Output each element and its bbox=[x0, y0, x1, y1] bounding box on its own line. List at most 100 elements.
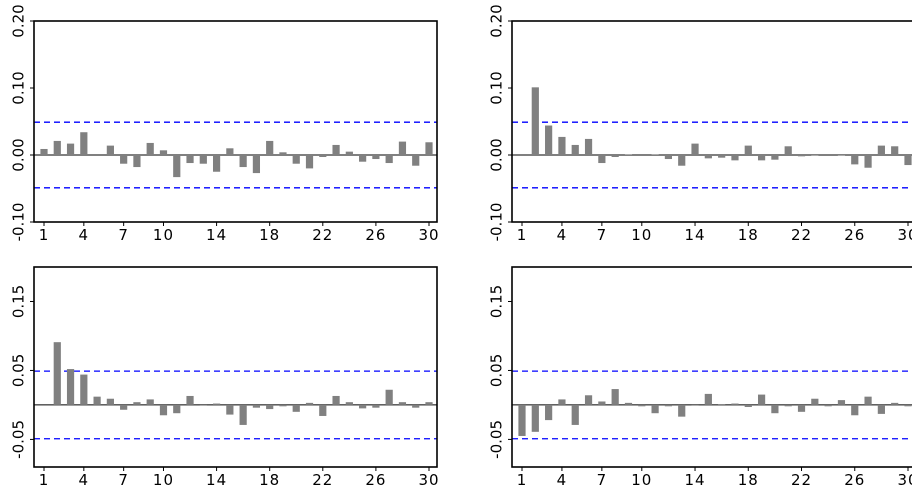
acf-bar-lag-10 bbox=[638, 404, 646, 407]
acf-bar-lag-14 bbox=[212, 155, 221, 172]
plot-frame bbox=[511, 20, 912, 223]
acf-bar-lag-27 bbox=[385, 389, 393, 405]
y-tick-label: 0.00 bbox=[10, 138, 28, 171]
x-tick-label: 1 bbox=[517, 471, 528, 489]
acf-bar-lag-1 bbox=[518, 404, 526, 436]
acf-bar-lag-25 bbox=[359, 404, 367, 409]
acf-bar-lag-23 bbox=[332, 395, 340, 405]
acf-bar-lag-19 bbox=[757, 394, 766, 405]
x-tick-label: 4 bbox=[79, 226, 90, 244]
acf-bar-lag-12 bbox=[664, 155, 673, 160]
acf-bar-lag-2 bbox=[53, 140, 61, 155]
acf-bar-lag-24 bbox=[824, 404, 832, 407]
acf-bar-lag-30 bbox=[425, 402, 433, 405]
y-tick-label: 0.15 bbox=[488, 285, 506, 318]
acf-bar-lag-27 bbox=[385, 155, 393, 164]
acf-bar-lag-1 bbox=[40, 148, 48, 155]
acf-bar-lag-16 bbox=[239, 155, 247, 168]
acf-chart-bottom-left: -0.050.050.151 4 7 10 14 18 22 26 30 bbox=[10, 266, 439, 489]
acf-bar-lag-4 bbox=[80, 132, 88, 155]
acf-bar-lag-25 bbox=[837, 155, 846, 156]
acf-bar-lag-12 bbox=[664, 404, 673, 407]
acf-bar-lag-3 bbox=[545, 404, 553, 421]
acf-bar-lag-13 bbox=[199, 155, 207, 164]
acf-bar-lag-24 bbox=[345, 402, 353, 405]
acf-bar-lag-22 bbox=[319, 155, 327, 158]
acf-bar-lag-11 bbox=[651, 154, 659, 155]
x-tick-label: 18 bbox=[259, 226, 280, 244]
x-tick-label: 22 bbox=[312, 471, 333, 489]
acf-bar-lag-8 bbox=[611, 155, 619, 158]
x-tick-label: 22 bbox=[312, 226, 333, 244]
acf-bar-lag-29 bbox=[891, 146, 899, 155]
x-tick-label: 1 bbox=[517, 226, 528, 244]
y-tick-label: 0.20 bbox=[488, 4, 506, 37]
x-tick-label: 10 bbox=[631, 226, 652, 244]
acf-bar-lag-25 bbox=[359, 155, 367, 162]
acf-bar-lag-12 bbox=[186, 155, 194, 164]
acf-bar-lag-18 bbox=[744, 145, 752, 155]
x-tick-label: 7 bbox=[597, 226, 608, 244]
acf-bar-lag-23 bbox=[811, 398, 819, 405]
acf-bar-lag-16 bbox=[718, 404, 726, 405]
acf-bar-lag-9 bbox=[146, 142, 154, 155]
acf-bar-lag-7 bbox=[598, 155, 606, 164]
acf-bar-lag-29 bbox=[891, 402, 899, 405]
acf-bar-lag-17 bbox=[252, 404, 261, 408]
y-tick-label: -0.05 bbox=[488, 420, 506, 459]
x-tick-label: 26 bbox=[365, 226, 386, 244]
x-tick-label: 26 bbox=[365, 471, 386, 489]
acf-bar-lag-17 bbox=[731, 155, 739, 161]
acf-bar-lag-7 bbox=[598, 401, 606, 405]
acf-bar-lag-6 bbox=[584, 395, 593, 405]
x-tick-label: 1 bbox=[39, 471, 50, 489]
acf-bar-lag-23 bbox=[811, 155, 819, 156]
acf-bar-lag-17 bbox=[731, 403, 739, 405]
acf-bar-lag-25 bbox=[837, 400, 846, 405]
acf-bar-lag-5 bbox=[571, 404, 579, 425]
acf-bar-lag-22 bbox=[797, 404, 806, 412]
acf-bar-lag-21 bbox=[305, 155, 314, 169]
x-tick-label: 18 bbox=[738, 471, 759, 489]
plot-frame bbox=[33, 266, 438, 468]
acf-bar-lag-26 bbox=[372, 155, 380, 160]
y-tick-label: 0.10 bbox=[488, 71, 506, 104]
acf-bar-lag-18 bbox=[266, 140, 274, 155]
x-tick-label: 10 bbox=[631, 471, 652, 489]
acf-bar-lag-6 bbox=[106, 398, 114, 405]
acf-chart-top-left: -0.100.000.100.201 4 7 10 14 18 22 26 30 bbox=[10, 4, 439, 244]
acf-bar-lag-14 bbox=[212, 403, 221, 405]
y-tick-label: 0.05 bbox=[488, 354, 506, 387]
acf-bar-lag-11 bbox=[173, 155, 181, 178]
acf-bar-lag-13 bbox=[678, 155, 686, 166]
acf-bar-lag-27 bbox=[864, 396, 872, 405]
acf-bar-lag-27 bbox=[864, 155, 872, 168]
x-tick-label: 1 bbox=[39, 226, 50, 244]
acf-bar-lag-15 bbox=[704, 393, 712, 405]
acf-bar-lag-30 bbox=[904, 404, 912, 407]
acf-bar-lag-13 bbox=[199, 404, 207, 406]
acf-bar-lag-10 bbox=[159, 404, 168, 416]
acf-bar-lag-5 bbox=[93, 396, 101, 405]
x-tick-label: 4 bbox=[557, 471, 568, 489]
acf-bar-lag-21 bbox=[784, 146, 792, 155]
acf-bar-lag-28 bbox=[877, 145, 885, 155]
x-tick-label: 10 bbox=[153, 226, 174, 244]
x-tick-label: 4 bbox=[557, 226, 568, 244]
y-tick-label: 0.05 bbox=[10, 354, 28, 387]
acf-bar-lag-4 bbox=[558, 399, 566, 405]
x-tick-label: 26 bbox=[844, 226, 865, 244]
acf-bar-lag-24 bbox=[345, 151, 353, 155]
acf-bar-lag-7 bbox=[120, 155, 128, 164]
acf-bar-lag-26 bbox=[372, 404, 380, 408]
acf-bar-lag-19 bbox=[757, 155, 766, 161]
x-tick-label: 30 bbox=[418, 226, 439, 244]
x-tick-label: 22 bbox=[791, 471, 812, 489]
acf-bar-lag-29 bbox=[412, 155, 420, 166]
acf-bar-lag-20 bbox=[292, 404, 300, 412]
acf-bar-lag-30 bbox=[425, 142, 433, 155]
plot-frame bbox=[511, 266, 912, 468]
y-tick-label: 0.20 bbox=[10, 4, 28, 37]
